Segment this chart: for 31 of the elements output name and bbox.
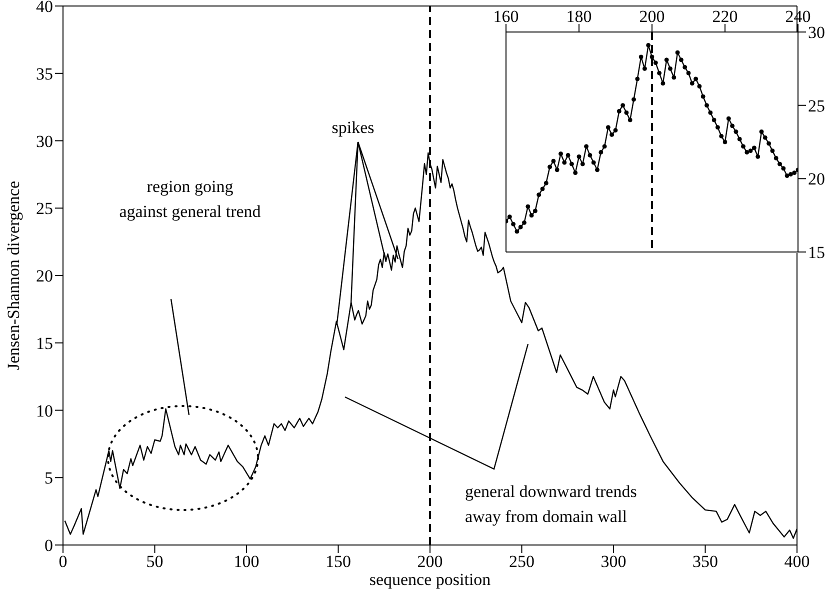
y-tick-label: 30 bbox=[36, 132, 53, 151]
x-tick-label: 0 bbox=[58, 552, 68, 572]
x-tick-label: 200 bbox=[639, 7, 665, 26]
y-tick-label: 15 bbox=[36, 334, 53, 353]
x-tick-label: 160 bbox=[493, 7, 519, 26]
x-tick-label: 100 bbox=[234, 552, 260, 572]
y-tick-label: 0 bbox=[44, 536, 53, 556]
x-tick-label: 150 bbox=[326, 552, 351, 572]
x-tick-label: 200 bbox=[417, 552, 443, 572]
y-tick-label: 20 bbox=[808, 170, 825, 189]
y-tick-label: 30 bbox=[808, 23, 825, 42]
x-tick-label: 250 bbox=[509, 552, 534, 572]
x-tick-label: 400 bbox=[784, 552, 810, 572]
x-axis-title: sequence position bbox=[369, 570, 492, 589]
annotation: general downward trends away from domain wall bbox=[465, 482, 637, 526]
x-tick-label: 350 bbox=[692, 552, 718, 572]
y-tick-label: 35 bbox=[36, 64, 53, 84]
y-tick-label: 20 bbox=[36, 266, 53, 286]
y-tick-label: 40 bbox=[36, 0, 53, 16]
x-tick-label: 50 bbox=[146, 552, 164, 572]
y-tick-label: 25 bbox=[808, 96, 825, 116]
annotation: region going against general trend bbox=[119, 177, 262, 221]
annotation: spikes bbox=[332, 118, 374, 137]
y-tick-label: 15 bbox=[808, 243, 825, 262]
y-tick-label: 10 bbox=[36, 401, 53, 420]
x-tick-label: 220 bbox=[712, 7, 738, 26]
y-axis-title: Jensen-Shannon divergence bbox=[4, 181, 24, 370]
x-tick-label: 300 bbox=[600, 552, 626, 572]
x-tick-label: 180 bbox=[566, 7, 592, 26]
y-tick-label: 25 bbox=[36, 199, 53, 218]
y-tick-label: 5 bbox=[44, 468, 53, 488]
